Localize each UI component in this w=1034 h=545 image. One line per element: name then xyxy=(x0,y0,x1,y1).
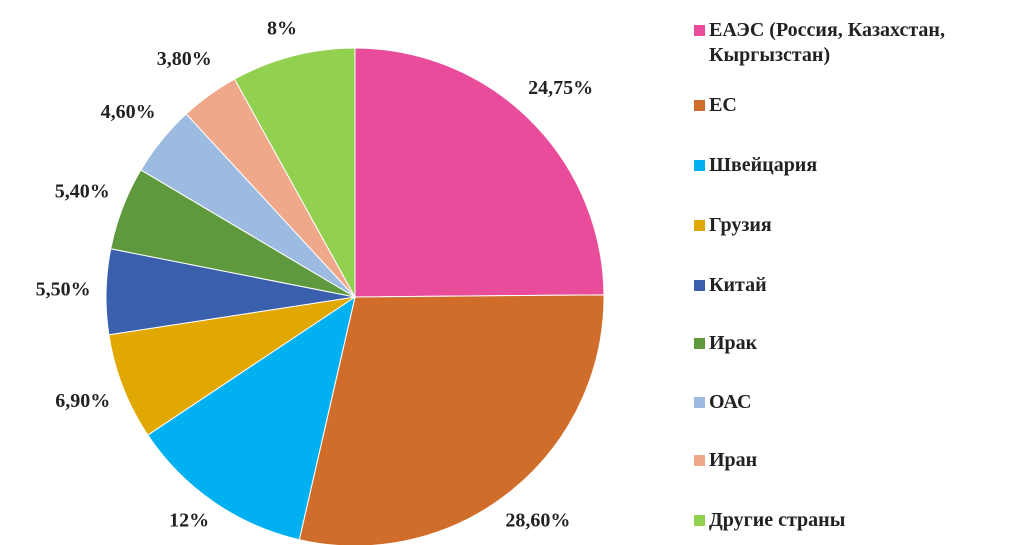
legend-item: Китай xyxy=(694,273,767,298)
legend-label: Швейцария xyxy=(709,154,818,176)
legend-label: ОАС xyxy=(709,391,752,413)
legend-item: ОАС xyxy=(694,390,751,415)
data-label: 4,60% xyxy=(101,101,156,123)
data-label: 24,75% xyxy=(528,77,593,99)
legend-label: Грузия xyxy=(709,214,772,236)
legend-item: Грузия xyxy=(694,213,772,238)
legend-item: Швейцария xyxy=(694,153,817,178)
data-label: 12% xyxy=(169,510,209,532)
pie-slice xyxy=(298,294,605,545)
legend-swatch xyxy=(694,397,705,408)
pie-slice xyxy=(354,47,605,298)
legend-swatch xyxy=(694,280,705,291)
legend-swatch xyxy=(694,220,705,231)
legend-item: ЕС xyxy=(694,93,737,118)
legend-swatch xyxy=(694,25,705,36)
legend-label: Ирак xyxy=(709,332,758,354)
legend-label: Иран xyxy=(709,449,758,471)
legend-swatch xyxy=(694,100,705,111)
pie-slice xyxy=(108,296,356,436)
data-label: 6,90% xyxy=(55,390,110,412)
pie-slice xyxy=(147,295,356,541)
legend-item: Иран xyxy=(694,448,757,473)
legend-item: Другие страны xyxy=(694,508,845,533)
legend-label: Китай xyxy=(709,274,767,296)
data-label: 8% xyxy=(267,18,297,40)
legend-swatch xyxy=(694,515,705,526)
legend-swatch xyxy=(694,455,705,466)
data-label: 28,60% xyxy=(505,510,570,532)
legend-label: Другие страны xyxy=(709,509,846,531)
legend-label: ЕС xyxy=(709,94,737,116)
legend-swatch xyxy=(694,160,705,171)
legend-item: ЕАЭС (Россия, Казахстан, Кыргызстан) xyxy=(694,18,1029,68)
legend-swatch xyxy=(694,338,705,349)
legend-label: ЕАЭС (Россия, Казахстан, Кыргызстан) xyxy=(709,19,945,66)
pie-slice xyxy=(233,47,356,298)
data-label: 5,40% xyxy=(55,180,110,202)
data-label: 5,50% xyxy=(36,278,91,300)
data-label: 3,80% xyxy=(157,48,212,70)
chart: 24,75% 28,60% 12% 6,90% 5,50% 5,40% 4,60% 3,80%… xyxy=(36,18,605,545)
legend-item: Ирак xyxy=(694,331,757,356)
